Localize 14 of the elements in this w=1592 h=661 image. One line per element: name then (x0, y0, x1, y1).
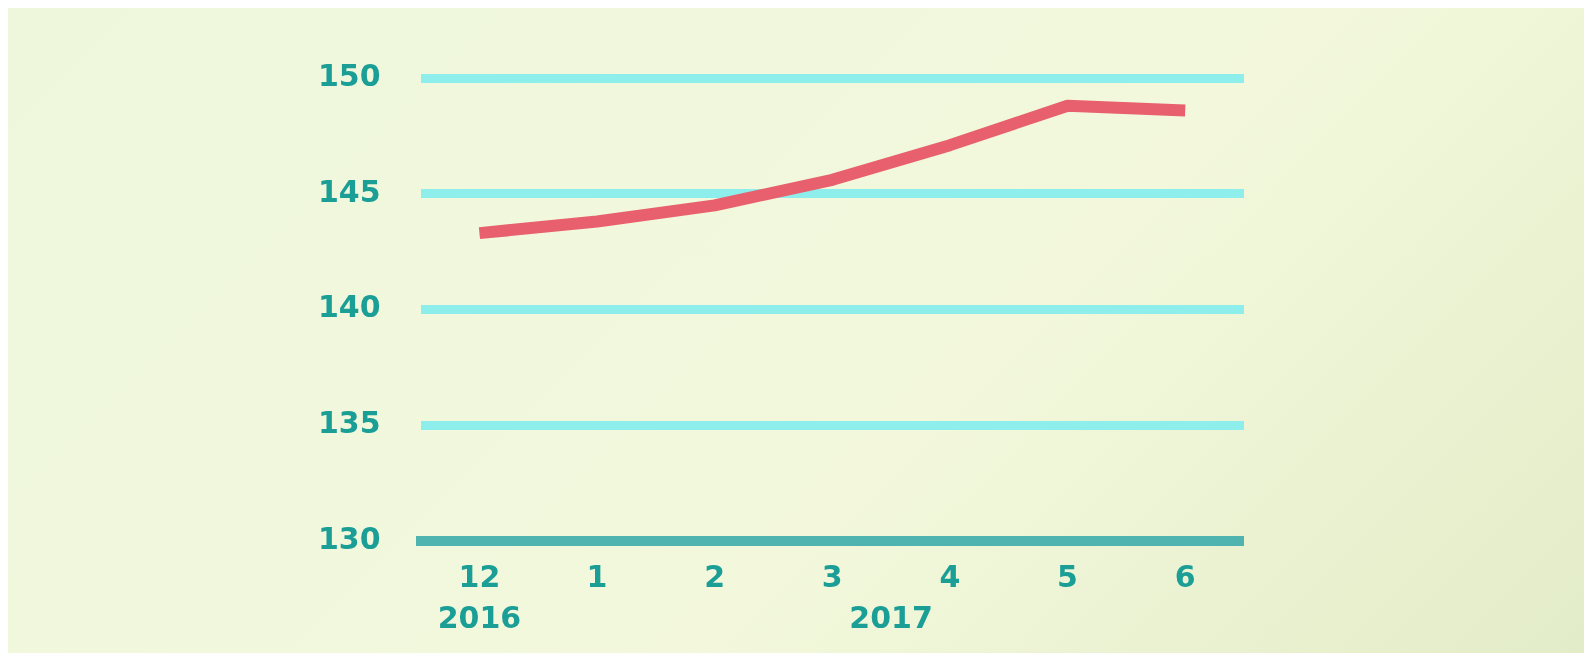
x-tick-label: 4 (939, 558, 961, 594)
x-tick-label: 5 (1057, 558, 1078, 594)
x-tick-label: 2 (704, 558, 726, 594)
y-tick-label: 130 (318, 520, 381, 556)
x-tick-label: 12 (458, 558, 501, 594)
x-tick-label: 1 (586, 558, 608, 594)
text: 2016 (437, 599, 522, 635)
text: 2017 (849, 599, 933, 635)
x-tick-label: 6 (1174, 558, 1196, 594)
y-tick-label: 150 (318, 57, 381, 93)
y-tick-label: 140 (318, 289, 381, 325)
x-tick-label: 3 (821, 558, 843, 594)
y-tick-label: 145 (318, 173, 381, 209)
y-tick-label: 135 (318, 405, 381, 441)
